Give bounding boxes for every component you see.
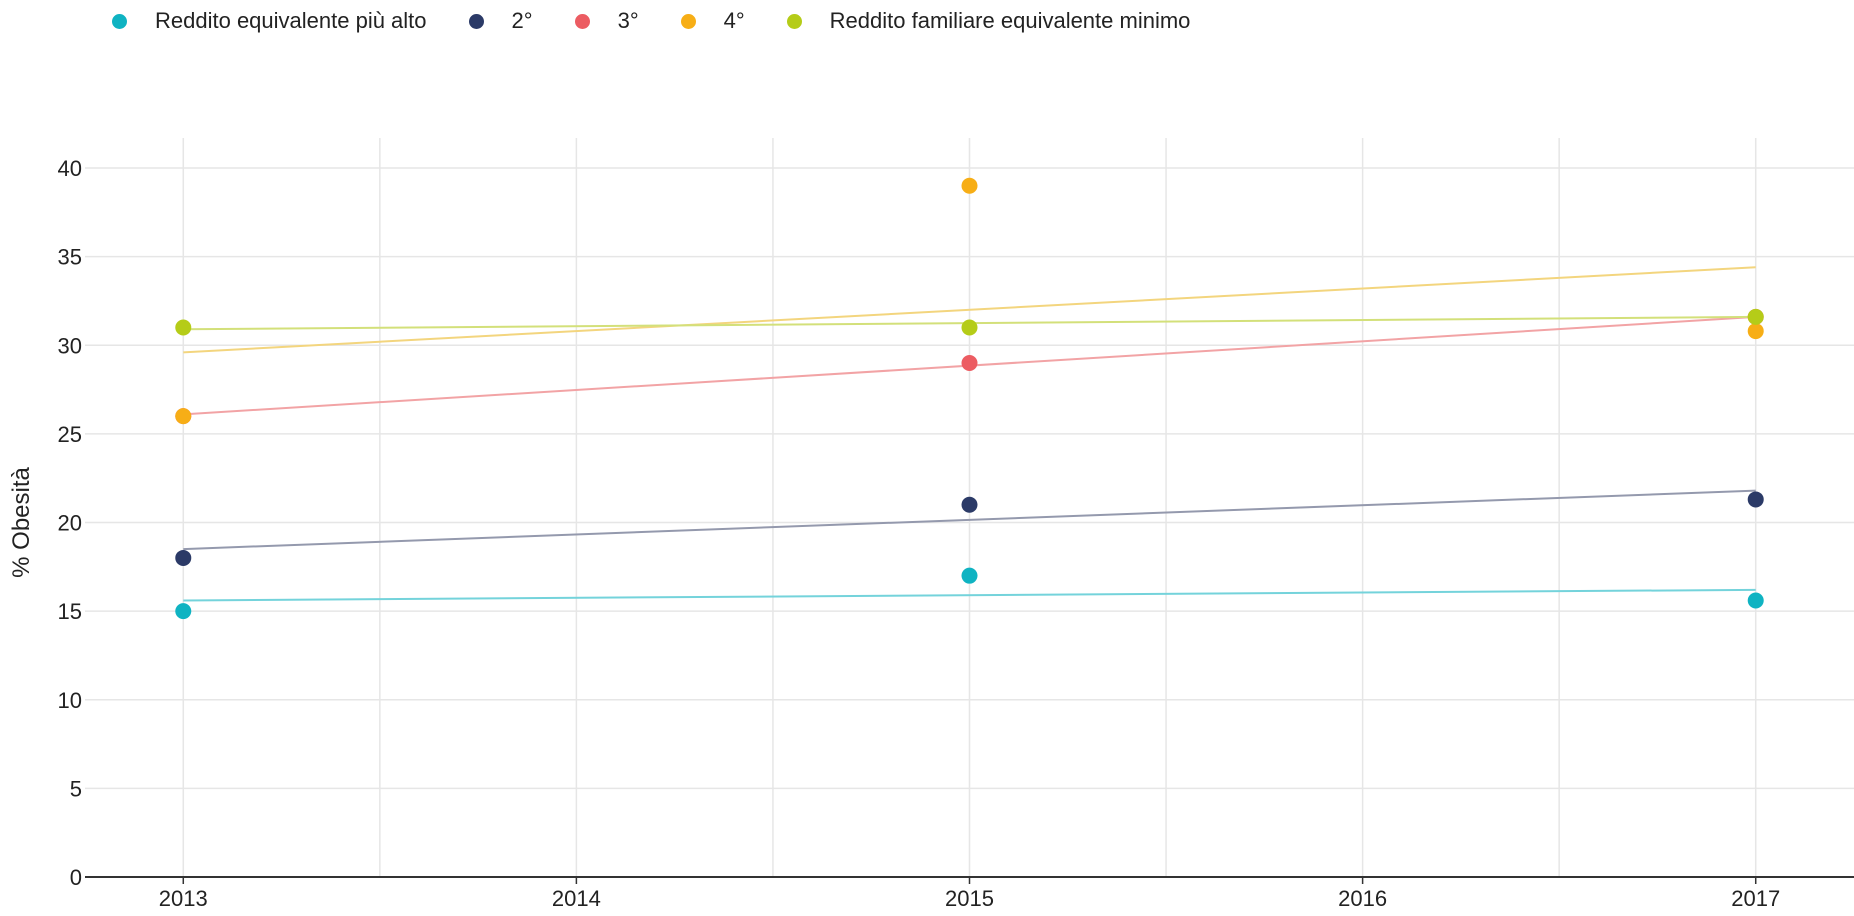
data-point xyxy=(1747,491,1764,508)
data-point xyxy=(175,549,192,566)
legend-marker xyxy=(112,13,127,29)
data-point xyxy=(175,408,192,425)
x-tick-label: 2017 xyxy=(1731,886,1780,911)
legend-label: Reddito equivalente più alto xyxy=(155,8,427,33)
x-tick-label: 2013 xyxy=(159,886,208,911)
legend-marker xyxy=(786,13,802,29)
data-point xyxy=(961,567,978,584)
y-tick-label: 15 xyxy=(58,599,82,624)
y-tick-label: 25 xyxy=(58,422,82,447)
y-axis-title: % Obesità xyxy=(8,466,35,577)
trend-line xyxy=(183,266,1756,354)
data-point xyxy=(1747,323,1764,340)
data-point xyxy=(961,319,978,336)
data-point xyxy=(1747,592,1764,609)
data-point xyxy=(961,177,978,194)
axes: 0 5 10 15 20 25 30 35 40 2013 2014 2015 2016 2017 % Ob… xyxy=(8,156,1854,911)
legend-label: 2° xyxy=(511,8,533,33)
y-tick-label: 40 xyxy=(58,156,82,181)
data-point xyxy=(175,603,192,620)
data-point xyxy=(961,354,978,371)
legend-item[interactable]: 2° xyxy=(468,8,533,34)
chart-legend: Reddito equivalente più alto 2° 3° 4° Reddit… xyxy=(112,4,1232,38)
legend-label: Reddito familiare equivalente minimo xyxy=(829,8,1191,33)
y-tick-label: 30 xyxy=(58,333,82,358)
data-point xyxy=(175,319,192,336)
legend-item[interactable]: 4° xyxy=(680,8,745,34)
y-tick-label: 35 xyxy=(58,245,82,270)
data-points xyxy=(175,177,1764,620)
y-tick-label: 5 xyxy=(70,776,82,801)
legend-label: 4° xyxy=(723,8,745,33)
trend-line xyxy=(183,588,1756,602)
y-tick-label: 20 xyxy=(58,511,82,536)
legend-item[interactable]: Reddito familiare equivalente minimo xyxy=(786,8,1191,34)
legend-marker xyxy=(468,13,484,29)
x-tick-label: 2016 xyxy=(1338,886,1387,911)
trend-line xyxy=(183,489,1756,551)
y-tick-label: 0 xyxy=(70,865,82,890)
legend-item[interactable]: Reddito equivalente più alto xyxy=(112,8,427,34)
x-tick-label: 2014 xyxy=(552,886,601,911)
data-point xyxy=(1747,308,1764,325)
legend-item[interactable]: 3° xyxy=(574,8,639,34)
legend-marker xyxy=(680,13,696,29)
x-tick-label: 2015 xyxy=(945,886,994,911)
grid-lines xyxy=(85,138,1854,877)
y-tick-label: 10 xyxy=(58,688,82,713)
data-point xyxy=(961,496,978,513)
legend-label: 3° xyxy=(617,8,639,33)
legend-marker xyxy=(574,13,590,29)
